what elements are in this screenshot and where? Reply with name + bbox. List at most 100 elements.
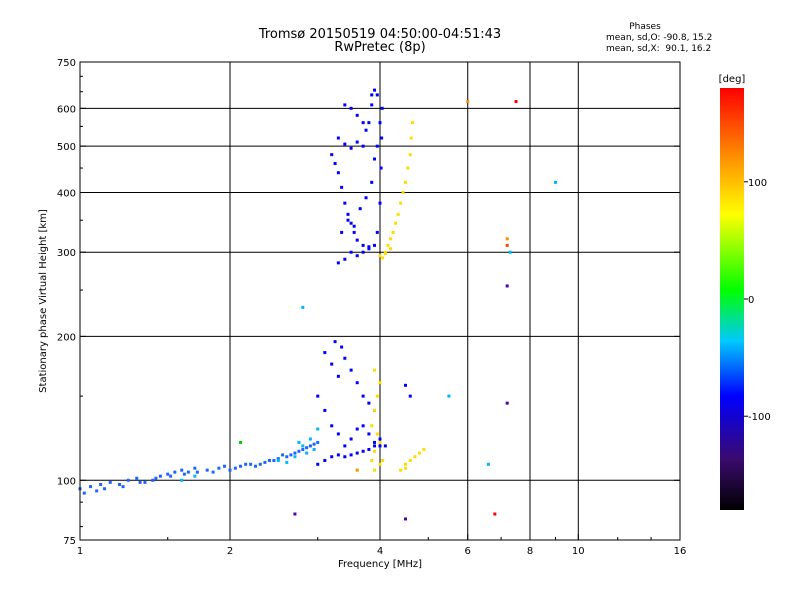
x-tick-label: 1 <box>77 546 83 557</box>
data-point <box>422 447 426 451</box>
y-tick-label: 300 <box>57 248 76 259</box>
data-point <box>263 460 267 464</box>
data-point <box>361 243 365 247</box>
data-point <box>82 491 86 495</box>
data-point <box>403 383 407 387</box>
phases-o-mode-stats: mean, sd,O: -90.8, 15.2 <box>606 33 713 43</box>
axis-ticks: 1 2 4 6 8 10 16 75 100 200 300 400 500 600 750 <box>57 58 686 557</box>
data-point <box>349 437 353 441</box>
data-point <box>355 451 359 455</box>
data-point <box>301 305 305 309</box>
data-point <box>143 480 147 484</box>
data-point <box>333 161 337 165</box>
data-point <box>373 243 377 247</box>
data-point <box>493 512 497 516</box>
data-point <box>361 121 365 125</box>
phases-title: Phases <box>629 22 661 32</box>
y-axis-label: Stationary phase Virtual Height [km] <box>38 209 49 393</box>
data-point <box>486 462 490 466</box>
colorbar-label: [deg] <box>719 74 746 85</box>
data-point <box>355 468 359 472</box>
data-point <box>355 427 359 431</box>
data-point <box>375 394 379 398</box>
y-tick-label: 100 <box>57 476 76 487</box>
data-point <box>305 451 309 455</box>
data-point <box>370 458 374 462</box>
data-point <box>358 207 362 211</box>
data-point <box>301 447 305 451</box>
data-point <box>103 487 107 491</box>
data-point <box>367 447 371 451</box>
data-point <box>403 466 407 470</box>
y-tick-label: 200 <box>57 332 76 343</box>
data-point <box>355 381 359 385</box>
data-point <box>330 153 334 157</box>
data-point <box>352 230 356 234</box>
data-point <box>330 424 334 428</box>
data-point <box>289 453 293 457</box>
data-point <box>370 103 374 107</box>
data-point <box>239 464 243 468</box>
data-point <box>373 468 377 472</box>
data-point <box>367 401 371 405</box>
data-point <box>330 455 334 459</box>
data-point <box>340 230 344 234</box>
data-point <box>108 480 112 484</box>
data-point <box>408 394 412 398</box>
data-point <box>346 212 350 216</box>
data-point <box>249 462 253 466</box>
data-point <box>343 444 347 448</box>
data-point <box>346 218 350 222</box>
chart-title: Tromsø 20150519 04:50:00-04:51:43 <box>258 27 502 42</box>
data-point <box>336 136 340 140</box>
data-point <box>373 444 377 448</box>
data-point <box>505 243 509 247</box>
data-point <box>323 458 327 462</box>
data-point <box>126 478 130 482</box>
data-point <box>267 458 271 462</box>
y-tick-label: 750 <box>57 58 76 69</box>
data-point <box>408 153 412 157</box>
data-point <box>378 437 382 441</box>
data-point <box>370 424 374 428</box>
data-point <box>228 468 232 472</box>
data-point <box>361 250 365 254</box>
chart-subtitle: RwPretec (8p) <box>334 40 426 55</box>
data-point <box>447 394 451 398</box>
x-tick-label: 4 <box>377 546 383 557</box>
phases-x-mode-stats: mean, sd,X: 90.1, 16.2 <box>606 44 712 54</box>
data-point <box>186 470 190 474</box>
data-point <box>386 243 390 247</box>
data-point <box>211 470 215 474</box>
data-point <box>380 136 384 140</box>
data-point <box>378 254 382 258</box>
data-point <box>409 136 413 140</box>
data-point <box>166 472 170 476</box>
x-tick-label: 10 <box>572 546 585 557</box>
data-points <box>78 88 557 521</box>
data-point <box>323 408 327 412</box>
data-point <box>135 476 139 480</box>
data-point <box>378 440 382 444</box>
data-point <box>367 247 371 251</box>
data-point <box>253 464 257 468</box>
data-point <box>373 157 377 161</box>
data-point <box>375 93 379 97</box>
x-axis-label: Frequency [MHz] <box>338 559 422 570</box>
colorbar-tick-label: -100 <box>748 412 771 423</box>
y-tick-label: 600 <box>57 104 76 115</box>
colorbar-ticks: 100 0 -100 <box>744 178 771 423</box>
data-point <box>355 254 359 258</box>
data-point <box>383 252 387 256</box>
data-point <box>343 356 347 360</box>
data-point <box>340 345 344 349</box>
data-point <box>381 458 385 462</box>
data-point <box>389 237 393 241</box>
data-point <box>381 256 385 260</box>
data-point <box>138 480 142 484</box>
data-point <box>408 458 412 462</box>
data-point <box>343 103 347 107</box>
data-point <box>333 340 337 344</box>
data-point <box>293 451 297 455</box>
data-point <box>383 444 387 448</box>
